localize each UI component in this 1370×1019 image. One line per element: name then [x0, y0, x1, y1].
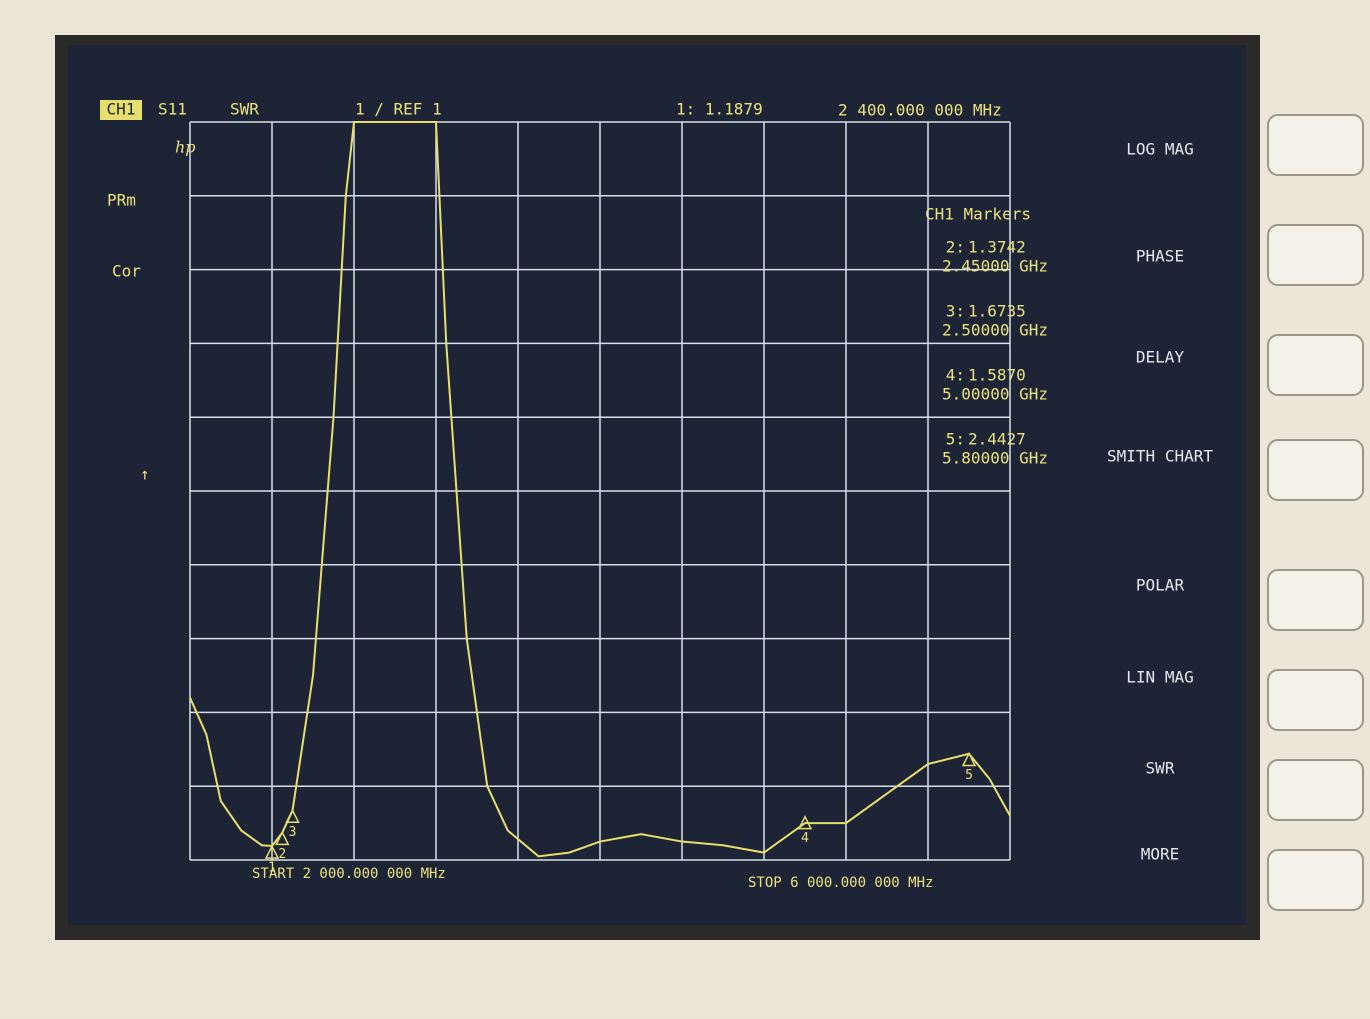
softkeys: LOG MAG PHASE DELAY SMITH CHART POLAR LIN MAG…	[1107, 114, 1364, 911]
graticule	[189, 121, 1011, 861]
softkey-label: SMITH CHART	[1107, 447, 1213, 466]
marker	[264, 844, 280, 859]
softkey-button[interactable]	[1267, 224, 1364, 286]
marker-number: 4	[801, 831, 809, 846]
annotation: PRm	[107, 191, 136, 210]
marker	[275, 830, 290, 846]
softkey-label: POLAR	[1136, 576, 1185, 595]
readout-value: 1.5870	[968, 366, 1026, 385]
channel: CH1	[107, 100, 136, 119]
marker-number: 5	[965, 768, 973, 783]
readout-id: 5:	[946, 430, 965, 449]
readout-value: 1.3742	[968, 238, 1026, 257]
softkey-label: SWR	[1146, 759, 1175, 778]
softkey-button[interactable]	[1267, 334, 1364, 396]
readout-id: 3:	[946, 302, 965, 321]
stop-label: STOP 6 000.000 000 MHz	[748, 875, 933, 891]
markers-title: CH1 Markers	[925, 205, 1031, 224]
softkey-button[interactable]	[1267, 759, 1364, 821]
annotation: ↑	[140, 465, 150, 484]
annotation: Cor	[112, 262, 141, 281]
softkey-button[interactable]	[1267, 849, 1364, 911]
screen	[68, 45, 1246, 925]
format: SWR	[230, 100, 259, 119]
readout-frequency: 2.50000 GHz	[942, 321, 1048, 340]
readout-value: 1.6735	[968, 302, 1026, 321]
readout-frequency: 2.45000 GHz	[942, 257, 1048, 276]
marker-number: 1	[268, 861, 276, 876]
marker	[961, 751, 977, 767]
softkey-label: LOG MAG	[1126, 140, 1193, 159]
softkey-label: PHASE	[1136, 247, 1184, 266]
marker-number: 3	[289, 825, 297, 840]
softkey-button[interactable]	[1267, 669, 1364, 731]
softkey-label: MORE	[1141, 845, 1180, 864]
channel-box	[100, 100, 142, 120]
parameter: S11	[158, 100, 187, 119]
logo: hp	[175, 138, 196, 157]
readout-frequency: 5.80000 GHz	[942, 449, 1048, 468]
readout-id: 4:	[946, 366, 965, 385]
readout-frequency: 5.00000 GHz	[942, 385, 1048, 404]
softkey-label: LIN MAG	[1126, 668, 1193, 687]
softkey-button[interactable]	[1267, 439, 1364, 501]
start-label: START 2 000.000 000 MHz	[252, 866, 446, 882]
marker-number: 2	[278, 847, 286, 862]
marker-readout: 1: 1.1879	[676, 100, 763, 119]
marker-frequency: 2 400.000 000 MHz	[838, 101, 1002, 120]
softkey-button[interactable]	[1267, 569, 1364, 631]
marker	[285, 808, 300, 824]
softkey-button[interactable]	[1267, 114, 1364, 176]
scale: 1 / REF 1	[355, 100, 442, 119]
softkey-label: DELAY	[1136, 348, 1185, 367]
readout-value: 2.4427	[968, 430, 1026, 449]
marker	[797, 815, 813, 830]
readout-id: 2:	[946, 238, 965, 257]
